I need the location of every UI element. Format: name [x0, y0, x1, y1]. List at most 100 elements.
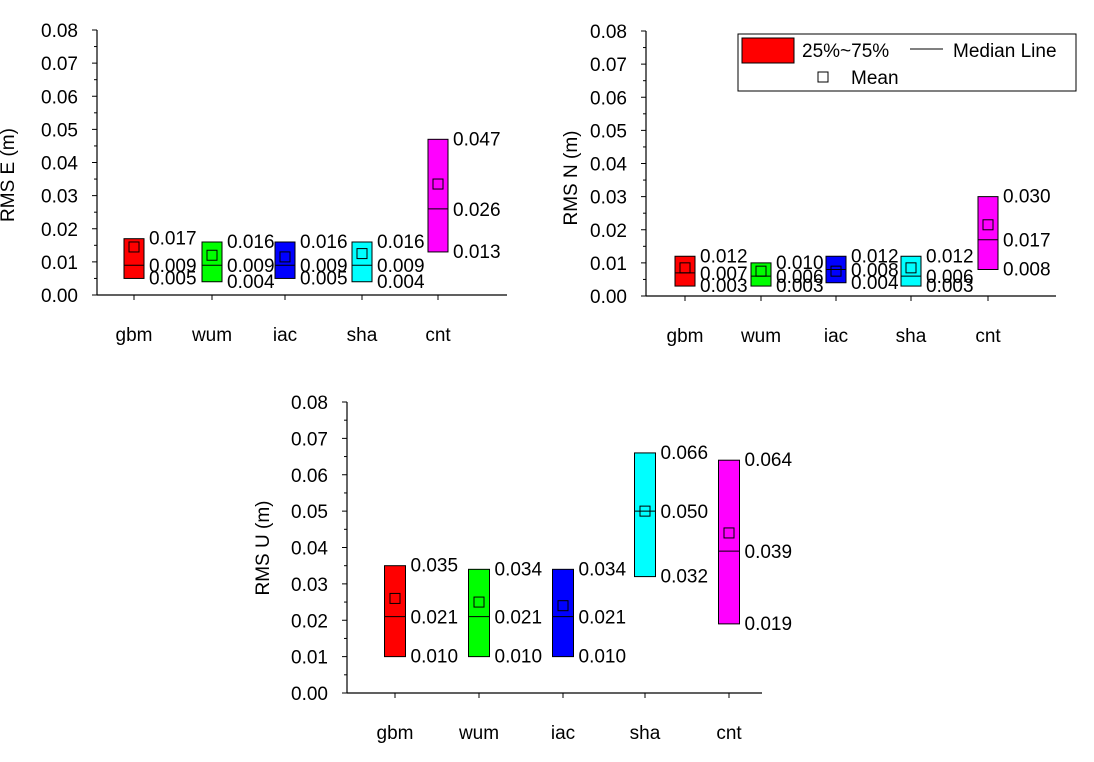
box-wum: [468, 568, 490, 658]
value-label-median: 0.009: [377, 256, 425, 277]
y-tick-label: 0.03: [291, 575, 328, 596]
value-label-q1: 0.003: [700, 276, 748, 297]
x-category-label: sha: [896, 326, 927, 347]
value-label-q1: 0.032: [661, 567, 709, 588]
value-label-q3: 0.066: [661, 443, 709, 464]
y-tick-label: 0.01: [291, 648, 328, 669]
value-label-q1: 0.010: [579, 647, 627, 668]
value-label-q1: 0.010: [495, 647, 543, 668]
chart-panel-0: 0.00 0.01 0.02 0.03 0.04 0.05 0.06 0.07 0.08 RMS …: [0, 21, 507, 346]
value-label-median: 0.009: [227, 256, 275, 277]
value-label-q1: 0.013: [453, 242, 501, 263]
value-label-q3: 0.012: [851, 246, 899, 267]
x-category-label: wum: [458, 723, 499, 744]
chart-panel-1: 0.00 0.01 0.02 0.03 0.04 0.05 0.06 0.07 0.08 RMS …: [561, 22, 1077, 347]
box-sha: [351, 241, 373, 283]
value-label-median: 0.021: [411, 608, 459, 629]
value-label-q1: 0.004: [227, 272, 275, 293]
y-tick-label: 0.08: [291, 393, 328, 414]
value-label-q1: 0.005: [300, 268, 348, 289]
value-label-median: 0.007: [700, 264, 748, 285]
value-label-median: 0.009: [300, 256, 348, 277]
value-label-median: 0.039: [745, 542, 793, 563]
value-label-q3: 0.012: [700, 246, 748, 267]
value-label-median: 0.050: [661, 502, 709, 523]
y-tick-label: 0.07: [291, 429, 328, 450]
value-label-q1: 0.008: [1003, 260, 1051, 281]
x-category-label: gbm: [377, 723, 414, 744]
y-tick-label: 0.07: [41, 54, 78, 75]
x-category-label: iac: [273, 325, 297, 346]
legend-mean-marker: [817, 71, 829, 83]
box-iac: [274, 241, 296, 279]
x-category-label: iac: [824, 326, 848, 347]
box-cnt: [718, 459, 740, 625]
value-label-q3: 0.034: [495, 559, 543, 580]
value-label-median: 0.017: [1003, 231, 1051, 252]
y-tick-label: 0.01: [590, 254, 627, 275]
box-cnt: [427, 138, 449, 253]
value-label-median: 0.008: [851, 261, 899, 282]
y-tick-label: 0.04: [41, 154, 78, 175]
box-gbm: [384, 565, 406, 658]
mean-marker-iac: [279, 251, 291, 263]
y-tick-label: 0.07: [590, 55, 627, 76]
value-label-median: 0.009: [149, 256, 197, 277]
value-label-q3: 0.064: [745, 450, 793, 471]
value-label-median: 0.021: [495, 608, 543, 629]
value-label-q1: 0.010: [411, 647, 459, 668]
mean-marker-gbm: [128, 241, 140, 253]
box-sha: [634, 452, 656, 578]
value-label-q3: 0.034: [579, 559, 627, 580]
mean-marker-cnt: [432, 178, 444, 190]
y-tick-label: 0.00: [41, 286, 78, 307]
value-label-q3: 0.047: [453, 129, 501, 150]
y-tick-label: 0.01: [41, 253, 78, 274]
y-tick-label: 0.05: [41, 120, 78, 141]
y-axis-title: RMS E (m): [0, 128, 19, 222]
box-cnt: [977, 196, 999, 270]
mean-marker-gbm: [389, 592, 401, 604]
mean-marker-sha: [639, 505, 651, 517]
value-label-q3: 0.012: [926, 246, 974, 267]
x-category-label: cnt: [716, 723, 742, 744]
x-category-label: iac: [551, 723, 575, 744]
value-label-q1: 0.003: [776, 276, 824, 297]
y-tick-label: 0.04: [291, 539, 328, 560]
y-tick-label: 0.00: [291, 684, 328, 705]
y-tick-label: 0.03: [590, 188, 627, 209]
mean-marker-wum: [755, 265, 767, 277]
y-axis-title: RMS N (m): [561, 131, 582, 226]
y-tick-label: 0.06: [41, 87, 78, 108]
y-tick-label: 0.03: [41, 187, 78, 208]
x-category-label: sha: [630, 723, 661, 744]
y-tick-label: 0.05: [291, 502, 328, 523]
mean-marker-iac: [557, 600, 569, 612]
y-tick-label: 0.02: [590, 221, 627, 242]
value-label-q1: 0.004: [377, 272, 425, 293]
box-wum: [201, 241, 223, 283]
mean-marker-cnt: [723, 527, 735, 539]
x-category-label: cnt: [975, 326, 1001, 347]
value-label-q1: 0.003: [926, 276, 974, 297]
value-label-q1: 0.004: [851, 273, 899, 294]
value-label-q3: 0.030: [1003, 187, 1051, 208]
value-label-q3: 0.035: [411, 556, 459, 577]
box-gbm: [123, 238, 145, 279]
y-tick-label: 0.08: [41, 21, 78, 42]
y-tick-label: 0.08: [590, 22, 627, 43]
legend-mean-label: Mean: [851, 68, 899, 89]
value-label-q3: 0.016: [377, 232, 425, 253]
mean-marker-wum: [473, 596, 485, 608]
mean-marker-sha: [356, 248, 368, 260]
y-tick-label: 0.02: [41, 220, 78, 241]
mean-marker-wum: [206, 249, 218, 261]
x-category-label: wum: [740, 326, 781, 347]
y-tick-label: 0.02: [291, 611, 328, 632]
y-tick-label: 0.06: [590, 88, 627, 109]
x-category-label: cnt: [425, 325, 451, 346]
value-label-q3: 0.016: [300, 232, 348, 253]
value-label-median: 0.026: [453, 200, 501, 221]
box-sha: [900, 255, 922, 287]
